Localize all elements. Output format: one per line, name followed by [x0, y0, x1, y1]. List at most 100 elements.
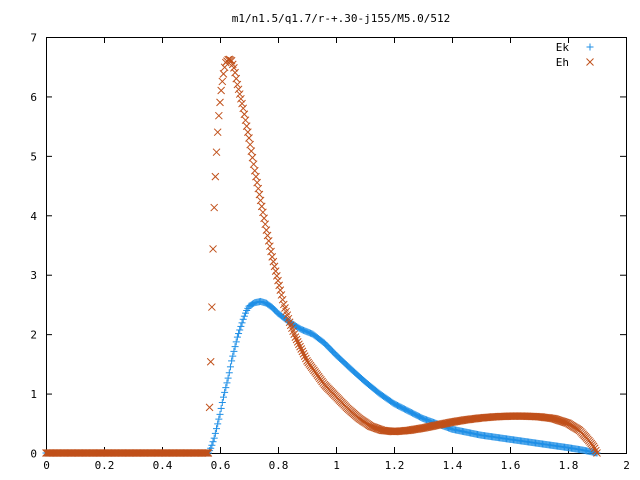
- data-point: [238, 319, 246, 327]
- x-tick-label: 2: [623, 459, 630, 472]
- data-point: [267, 247, 275, 256]
- data-point: [299, 349, 308, 358]
- data-point: [231, 68, 239, 77]
- data-point: [249, 160, 258, 169]
- data-point: [269, 257, 278, 266]
- data-point: [219, 69, 228, 78]
- data-point: [247, 147, 256, 155]
- data-point: [256, 196, 265, 205]
- data-point: [253, 178, 261, 187]
- data-point: [202, 449, 210, 457]
- data-point: [296, 342, 304, 351]
- data-point: [231, 343, 239, 351]
- data-point: [209, 245, 217, 253]
- data-point: [590, 444, 599, 453]
- data-point: [239, 315, 247, 323]
- data-point: [270, 262, 279, 271]
- data-point: [240, 312, 248, 320]
- data-point: [237, 322, 245, 330]
- data-point: [228, 357, 236, 365]
- data-point: [239, 104, 248, 113]
- data-point: [591, 446, 600, 455]
- data-point: [248, 153, 257, 162]
- data-point: [217, 404, 225, 412]
- y-tick-label: 5: [30, 150, 37, 163]
- data-point: [211, 172, 220, 181]
- y-tick-label: 7: [30, 32, 37, 45]
- data-point: [236, 326, 244, 334]
- data-point: [298, 347, 307, 356]
- y-tick-label: 1: [30, 388, 37, 401]
- data-point: [233, 80, 242, 89]
- x-tick-label: 1.4: [443, 459, 463, 472]
- chart-title: m1/n1.5/q1.7/r-+.30-j155/M5.0/512: [232, 12, 451, 25]
- series-eh: [42, 55, 601, 457]
- data-point: [262, 226, 271, 234]
- x-tick-label: 1.8: [559, 459, 579, 472]
- data-point: [252, 172, 260, 181]
- data-point: [216, 410, 224, 418]
- y-tick-label: 3: [30, 269, 37, 282]
- data-point: [271, 267, 280, 276]
- data-point: [218, 77, 227, 86]
- y-tick-label: 2: [30, 329, 37, 342]
- data-point: [210, 203, 219, 212]
- data-point: [208, 441, 216, 449]
- data-point: [209, 438, 217, 446]
- legend-label-eh: Eh: [556, 56, 569, 69]
- data-point: [241, 116, 250, 125]
- data-point: [264, 236, 273, 245]
- data-point: [225, 369, 233, 377]
- x-tick-label: 1: [333, 459, 340, 472]
- legend-marker-ek: [586, 43, 594, 51]
- data-point: [254, 184, 263, 193]
- data-point: [261, 220, 270, 229]
- x-tick-label: 1.6: [501, 459, 521, 472]
- data-point: [232, 338, 240, 346]
- data-point: [210, 434, 218, 442]
- data-point: [297, 345, 306, 353]
- data-point: [205, 403, 214, 412]
- data-point: [300, 352, 309, 360]
- data-point: [292, 335, 301, 344]
- data-point: [235, 330, 243, 338]
- data-point: [268, 253, 277, 261]
- data-point: [250, 166, 259, 175]
- data-point: [246, 140, 255, 149]
- data-point: [263, 231, 272, 240]
- data-point: [278, 295, 287, 304]
- y-tick-label: 4: [30, 210, 37, 223]
- data-point: [237, 94, 245, 103]
- data-point: [240, 110, 249, 119]
- data-point: [233, 333, 241, 341]
- data-point: [266, 242, 274, 251]
- y-tick-label: 0: [30, 448, 37, 461]
- x-tick-label: 1.2: [385, 459, 405, 472]
- data-point: [213, 425, 221, 433]
- data-point: [291, 333, 300, 341]
- data-point: [201, 449, 209, 457]
- data-point: [260, 214, 268, 223]
- data-point: [220, 63, 229, 72]
- data-point: [259, 208, 267, 217]
- data-point: [235, 90, 244, 98]
- axes: 0 0.2 0.4 0.6 0.8 1 1.2 1.4 1.6 1.8 2 0 1 2 3 4 5 6 7: [30, 32, 629, 473]
- data-point: [274, 276, 282, 285]
- data-point: [293, 338, 302, 346]
- data-point: [211, 429, 219, 437]
- data-point: [223, 379, 231, 387]
- x-tick-label: 0.8: [269, 459, 289, 472]
- data-point: [276, 286, 285, 295]
- data-point: [277, 291, 286, 299]
- data-point: [208, 303, 216, 311]
- data-point: [219, 393, 227, 401]
- data-point: [218, 398, 226, 406]
- data-point: [216, 98, 224, 107]
- x-tick-label: 0.6: [211, 459, 231, 472]
- x-tick-label: 0.4: [153, 459, 173, 472]
- data-point: [222, 384, 230, 392]
- data-point: [238, 99, 246, 108]
- data-point: [234, 85, 243, 94]
- data-point: [230, 64, 238, 72]
- x-tick-label: 0: [43, 459, 50, 472]
